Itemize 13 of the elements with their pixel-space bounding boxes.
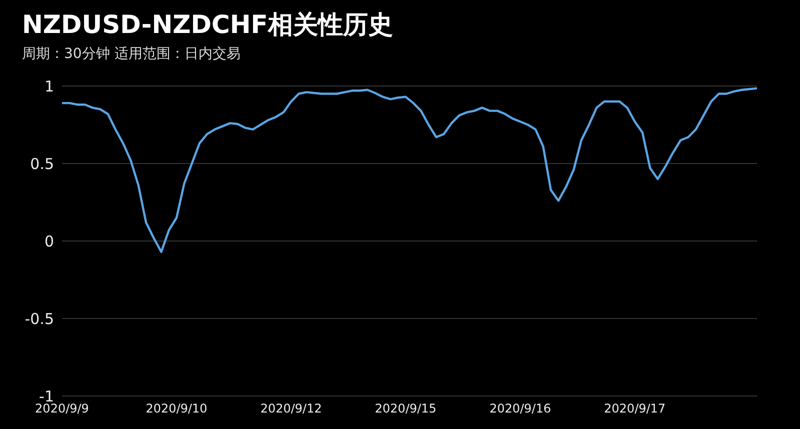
y-tick-label: 0.5 <box>30 154 54 173</box>
x-tick-label: 2020/9/16 <box>489 402 552 416</box>
x-tick-label: 2020/9/10 <box>146 402 208 416</box>
y-tick-label: 1 <box>44 77 54 96</box>
chart-title: NZDUSD-NZDCHF相关性历史 <box>22 9 393 41</box>
y-tick-label: 0 <box>44 232 54 250</box>
x-tick-label: 2020/9/17 <box>604 402 666 416</box>
x-tick-label: 2020/9/12 <box>260 402 322 416</box>
x-tick-label: 2020/9/15 <box>374 402 436 416</box>
y-tick-label: -0.5 <box>24 310 54 328</box>
chart-subtitle: 周期：30分钟 适用范围：日内交易 <box>22 45 240 63</box>
line-series <box>62 87 757 253</box>
x-tick-label: 2020/9/9 <box>35 402 89 416</box>
